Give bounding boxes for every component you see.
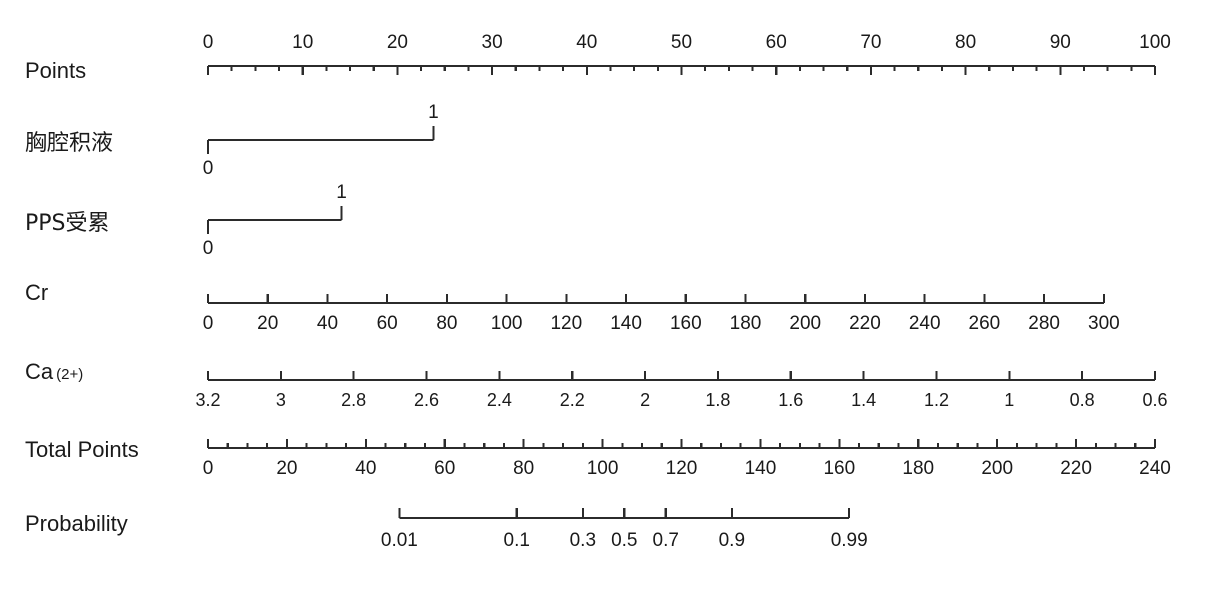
tick-label: 120	[666, 458, 698, 479]
tick-label: 160	[670, 313, 702, 334]
tick-label: 180	[902, 458, 934, 479]
tick-label: 0.01	[381, 530, 418, 551]
tick-label: 160	[823, 458, 855, 479]
tick-label: 90	[1050, 32, 1071, 53]
tick-label: 0.6	[1142, 390, 1167, 410]
tick-label: 240	[1139, 458, 1171, 479]
tick-label: 200	[981, 458, 1013, 479]
tick-label: 1.6	[778, 390, 803, 410]
tick-label: 40	[355, 458, 376, 479]
tick-label: 60	[434, 458, 455, 479]
tick-label: 30	[482, 32, 503, 53]
tick-label: 1.8	[705, 390, 730, 410]
row-label-cr: Cr	[25, 280, 48, 305]
tick-label: 2.4	[487, 390, 512, 410]
row-label-pps-involvement: PPS受累	[25, 211, 110, 236]
tick-label: 140	[610, 313, 642, 334]
tick-label: 140	[745, 458, 777, 479]
tick-label: 20	[276, 458, 297, 479]
tick-label: 3	[276, 390, 286, 410]
tick-label: 20	[387, 32, 408, 53]
nomogram-row-probability: Probability 0.01 0.1 0.3 0.5 0.7 0.9 0.99	[25, 508, 868, 551]
tick-label: 100	[491, 313, 523, 334]
tick-label: 0.99	[831, 530, 868, 551]
tick-label: 0.1	[504, 530, 530, 551]
nomogram-row-ca2: Ca (2+) 3.2 3 2.8 2.6 2.4 2.2 2 1.8 1.6 1.4 1.2 1 0.8 0…	[25, 359, 1168, 410]
tick-label: 80	[513, 458, 534, 479]
nomogram-row-cr: Cr 0 20 40 60 80 100 120 140 160 180 200 220 240 260 28…	[25, 280, 1120, 334]
binary-label-low: 0	[203, 158, 214, 179]
tick-label: 200	[789, 313, 821, 334]
tick-label: 220	[849, 313, 881, 334]
row-label-ca2: Ca (2+)	[25, 359, 83, 384]
tick-label: 2.6	[414, 390, 439, 410]
nomogram-row-total-points: Total Points 0 20 40 60 80 100 120 140 160 180 200 2…	[25, 437, 1171, 479]
tick-label: 2.8	[341, 390, 366, 410]
tick-label: 0.8	[1070, 390, 1095, 410]
tick-label: 10	[292, 32, 313, 53]
nomogram-row-points: Points 0 10 20 30 40 50 60 70 80 90 100	[25, 32, 1171, 83]
tick-label: 180	[730, 313, 762, 334]
nomogram-row-pleural-effusion: 胸腔积液 0 1	[25, 102, 439, 179]
row-label-points: Points	[25, 58, 86, 83]
tick-label: 1.4	[851, 390, 876, 410]
tick-label: 1.2	[924, 390, 949, 410]
tick-label: 0.5	[611, 530, 637, 551]
tick-label: 260	[969, 313, 1001, 334]
tick-label: 70	[860, 32, 881, 53]
nomogram-row-pps-involvement: PPS受累 0 1	[25, 182, 347, 259]
tick-label: 280	[1028, 313, 1060, 334]
binary-label-low: 0	[203, 238, 214, 259]
tick-label: 40	[576, 32, 597, 53]
tick-label: 60	[377, 313, 398, 334]
tick-label: 80	[436, 313, 457, 334]
tick-label: 0.7	[653, 530, 679, 551]
tick-label: 20	[257, 313, 278, 334]
tick-label: 60	[766, 32, 787, 53]
tick-label: 300	[1088, 313, 1120, 334]
binary-label-high: 1	[336, 182, 347, 203]
tick-label: 3.2	[195, 390, 220, 410]
row-label-pleural-effusion: 胸腔积液	[25, 131, 113, 156]
row-label-probability: Probability	[25, 511, 128, 536]
tick-label: 0.3	[570, 530, 596, 551]
tick-label: 80	[955, 32, 976, 53]
tick-label: 2	[640, 390, 650, 410]
tick-label: 50	[671, 32, 692, 53]
row-label-suffix: (2+)	[56, 366, 83, 383]
row-label-total-points: Total Points	[25, 437, 139, 462]
tick-label: 220	[1060, 458, 1092, 479]
tick-label: 40	[317, 313, 338, 334]
tick-label: 0	[203, 313, 214, 334]
tick-label: 100	[1139, 32, 1171, 53]
tick-label: 0	[203, 32, 214, 53]
tick-label: 1	[1004, 390, 1014, 410]
tick-label: 2.2	[560, 390, 585, 410]
tick-label: 0.9	[719, 530, 745, 551]
tick-label: 0	[203, 458, 214, 479]
tick-label: 120	[550, 313, 582, 334]
binary-label-high: 1	[428, 102, 439, 123]
tick-label: 240	[909, 313, 941, 334]
tick-label: 100	[587, 458, 619, 479]
